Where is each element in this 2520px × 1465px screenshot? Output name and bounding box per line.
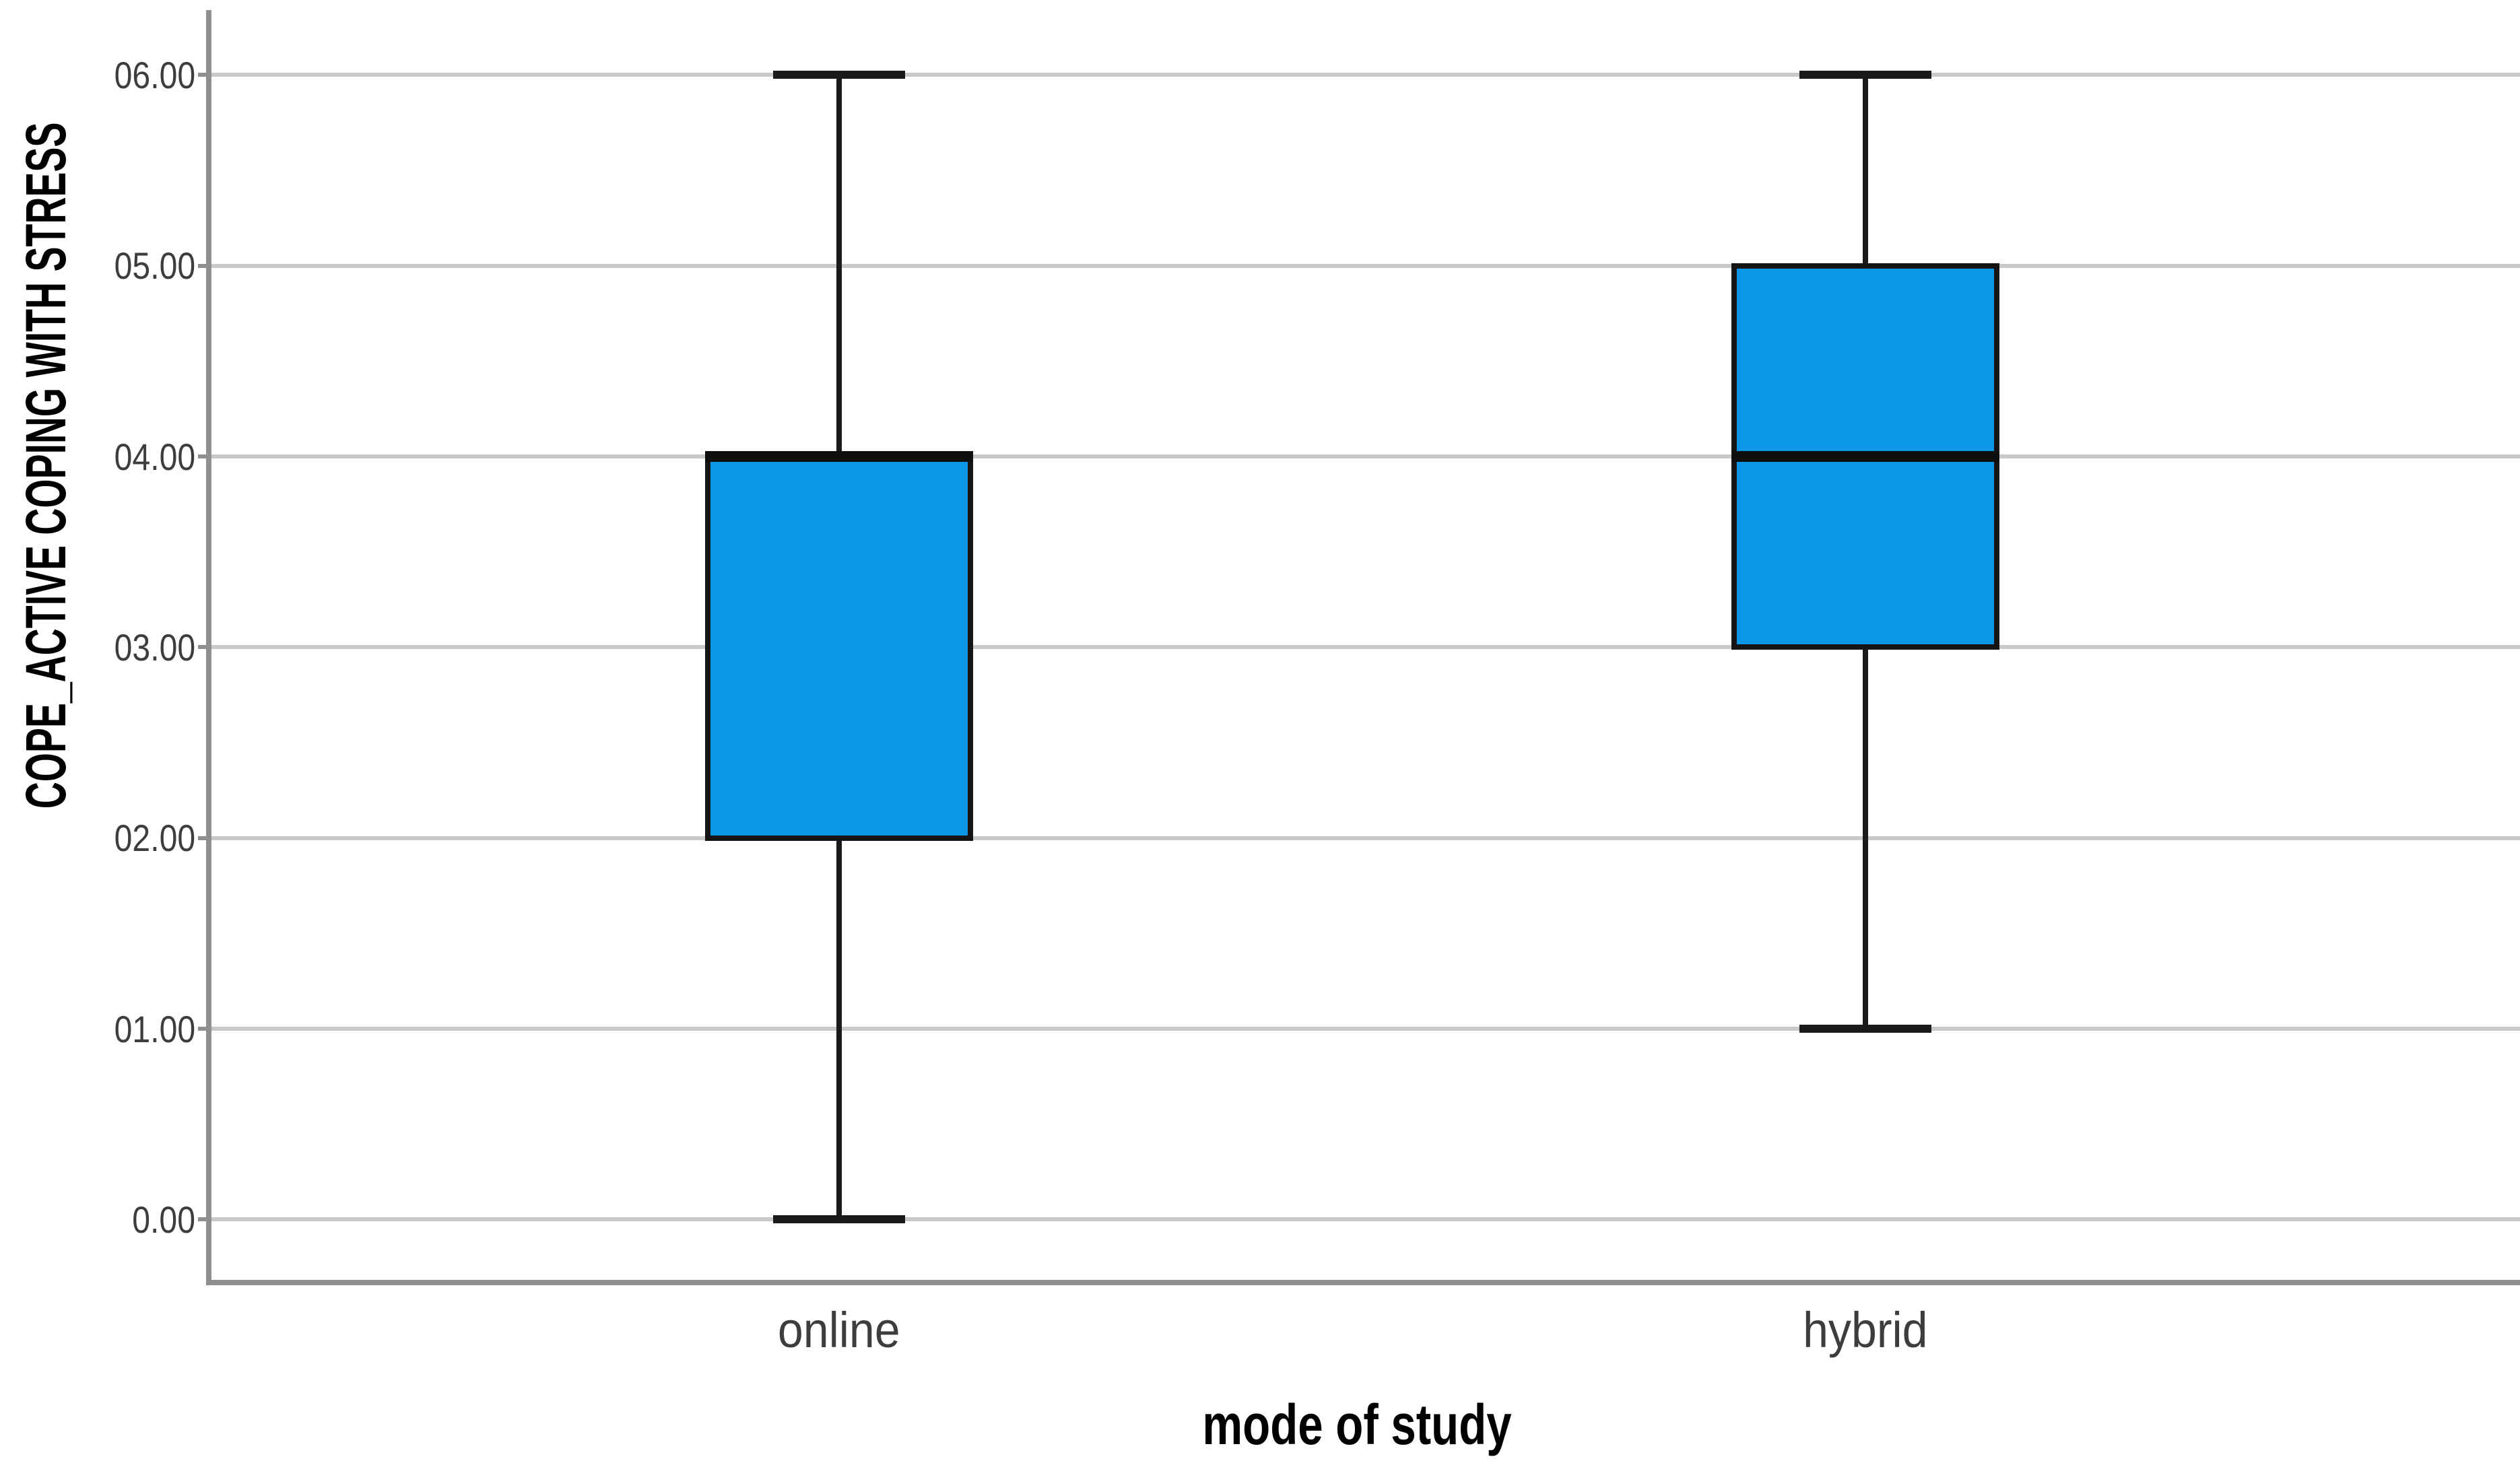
y-axis-line: [206, 10, 211, 1283]
y-tick-label-text: 02.00: [114, 817, 195, 860]
y-tick-mark: [198, 73, 209, 77]
whisker-upper-line: [836, 75, 842, 457]
x-category-label-text: online: [778, 1301, 900, 1358]
y-gridline: [209, 1027, 2520, 1031]
y-tick-mark: [198, 454, 209, 459]
y-axis-title-text: COPE_ACTIVE COPING WITH STRESS: [13, 122, 77, 809]
x-category-label-text: hybrid: [1803, 1301, 1928, 1358]
y-tick-label-text: 04.00: [114, 435, 195, 478]
median-line: [1731, 451, 2000, 463]
y-tick-label-text: 03.00: [114, 625, 195, 669]
median-line: [704, 451, 973, 463]
y-tick-mark: [198, 1217, 209, 1222]
y-tick-mark: [198, 645, 209, 650]
y-gridline: [209, 836, 2520, 840]
y-tick-label-text: 0.00: [132, 1198, 195, 1241]
y-tick-mark: [198, 836, 209, 840]
whisker-lower-cap: [1799, 1025, 1932, 1033]
whisker-lower-line: [1863, 647, 1869, 1029]
x-axis-line: [206, 1280, 2520, 1285]
y-tick-label-text: 06.00: [114, 53, 195, 96]
y-gridline: [209, 645, 2520, 650]
box-online: [704, 454, 973, 841]
whisker-lower-cap: [772, 1215, 905, 1224]
y-gridline: [209, 454, 2520, 459]
y-gridline: [209, 73, 2520, 77]
whisker-upper-cap: [772, 71, 905, 79]
y-tick-mark: [198, 263, 209, 268]
whisker-upper-line: [1863, 75, 1869, 266]
y-tick-label-text: 01.00: [114, 1007, 195, 1050]
whisker-lower-line: [836, 838, 842, 1220]
whisker-upper-cap: [1799, 71, 1932, 79]
y-tick-label-text: 05.00: [114, 244, 195, 287]
x-axis-title-text: mode of study: [1202, 1392, 1512, 1456]
y-gridline: [209, 263, 2520, 268]
y-tick-mark: [198, 1027, 209, 1031]
y-gridline: [209, 1217, 2520, 1222]
